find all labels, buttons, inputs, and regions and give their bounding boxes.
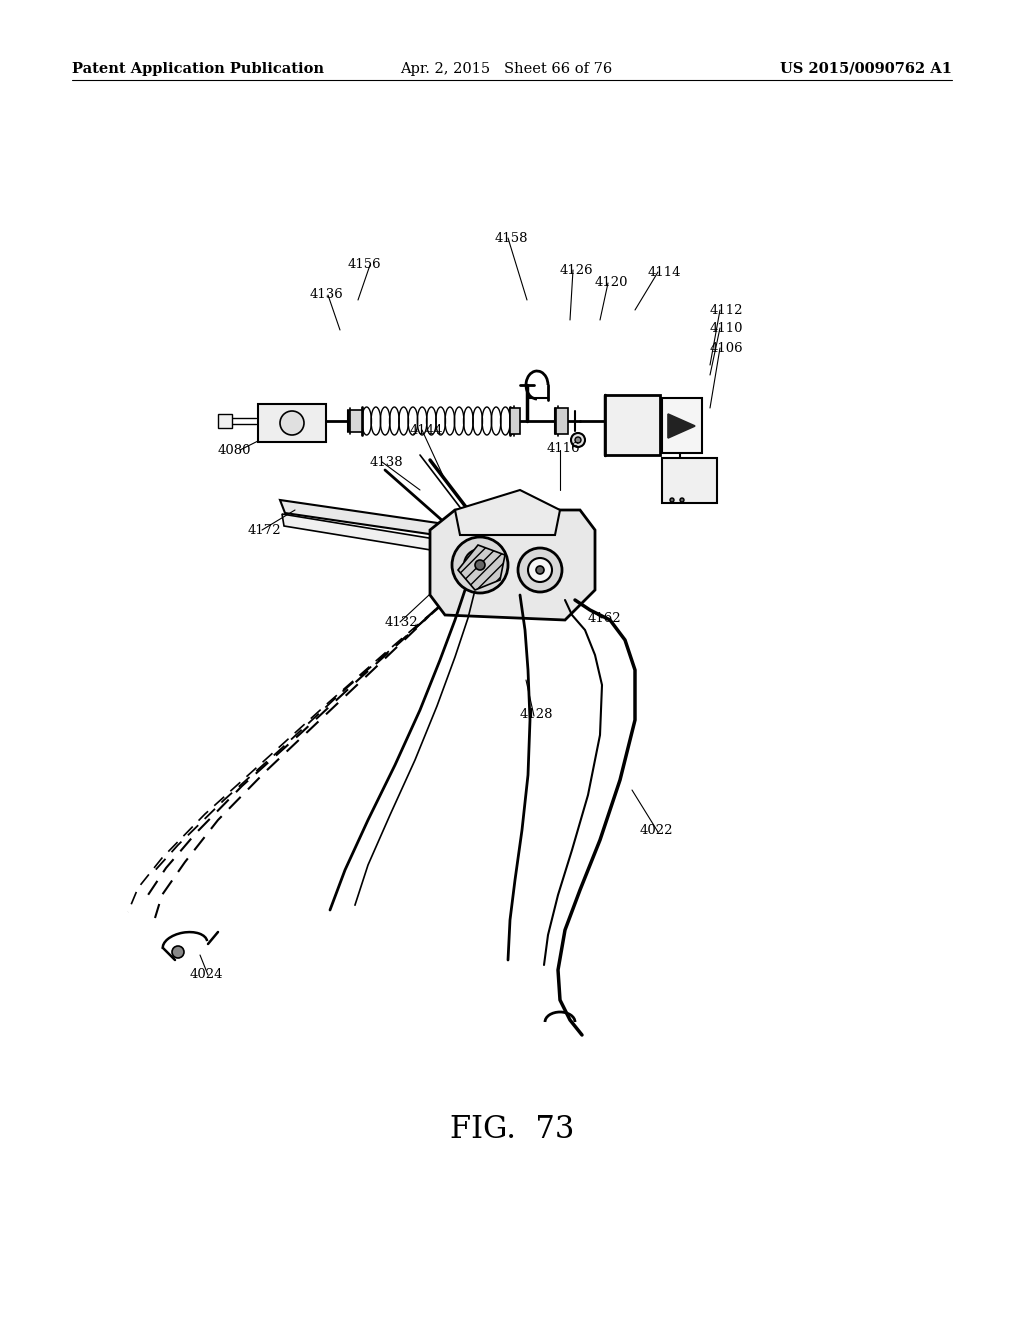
Text: 4106: 4106: [710, 342, 743, 355]
Circle shape: [575, 437, 581, 444]
Text: 4120: 4120: [595, 276, 629, 289]
Text: 4126: 4126: [560, 264, 594, 276]
Circle shape: [536, 566, 544, 574]
Text: 4128: 4128: [520, 709, 554, 722]
Text: 4162: 4162: [588, 611, 622, 624]
Circle shape: [528, 558, 552, 582]
Text: Patent Application Publication: Patent Application Publication: [72, 62, 324, 77]
Circle shape: [680, 498, 684, 502]
Circle shape: [475, 560, 485, 570]
Polygon shape: [282, 513, 492, 560]
Text: US 2015/0090762 A1: US 2015/0090762 A1: [780, 62, 952, 77]
Bar: [218, 414, 232, 428]
Bar: [510, 408, 520, 434]
Circle shape: [172, 946, 184, 958]
Polygon shape: [458, 545, 505, 590]
Text: 4136: 4136: [310, 289, 344, 301]
Circle shape: [452, 537, 508, 593]
Text: 4138: 4138: [370, 455, 403, 469]
Bar: [605, 395, 660, 455]
Text: 4116: 4116: [547, 441, 581, 454]
Circle shape: [280, 411, 304, 436]
Polygon shape: [455, 490, 560, 535]
Circle shape: [571, 433, 585, 447]
Text: 4080: 4080: [218, 444, 252, 457]
Text: Apr. 2, 2015   Sheet 66 of 76: Apr. 2, 2015 Sheet 66 of 76: [400, 62, 612, 77]
Text: 4132: 4132: [385, 615, 419, 628]
Polygon shape: [280, 500, 525, 548]
Circle shape: [670, 498, 674, 502]
Text: 4110: 4110: [710, 322, 743, 334]
Text: 4024: 4024: [190, 969, 223, 982]
Circle shape: [464, 549, 496, 581]
Bar: [662, 458, 717, 503]
Polygon shape: [668, 414, 695, 438]
Text: 4172: 4172: [248, 524, 282, 536]
Polygon shape: [430, 510, 595, 620]
Bar: [350, 411, 362, 432]
Text: FIG.  73: FIG. 73: [450, 1114, 574, 1146]
Bar: [662, 399, 702, 453]
Bar: [556, 408, 568, 434]
Text: 4114: 4114: [648, 265, 682, 279]
Bar: [258, 404, 326, 442]
Text: 4112: 4112: [710, 304, 743, 317]
Text: 4156: 4156: [348, 259, 382, 272]
Circle shape: [518, 548, 562, 591]
Text: 4144: 4144: [410, 424, 443, 437]
Text: 4158: 4158: [495, 231, 528, 244]
Text: 4022: 4022: [640, 824, 674, 837]
